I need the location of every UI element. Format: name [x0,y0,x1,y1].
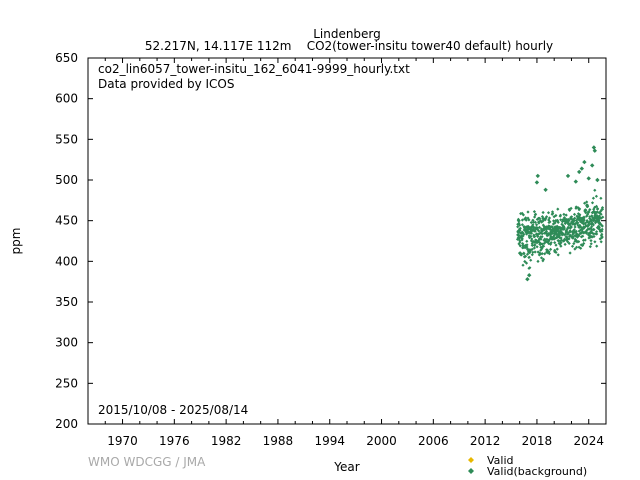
y-tick-label: 550 [55,132,78,146]
y-axis: 200 250 300 350 400 450 500 550 600 650 [55,51,606,431]
data-point [565,173,571,179]
data-point-cloud [515,188,605,270]
data-point [582,159,587,165]
data-point [573,179,578,184]
y-tick-label: 350 [55,295,78,309]
y-tick-label: 300 [55,336,78,350]
data-point [525,277,530,282]
y-tick-label: 250 [55,376,78,390]
annotation-provider: Data provided by ICOS [98,77,234,91]
x-tick-label: 1988 [263,434,294,448]
legend-marker-valid [468,457,474,463]
x-axis: 1970 1976 1982 1988 1994 2000 2006 2012 2018 2024 [104,58,607,448]
x-tick-label: 1982 [211,434,242,448]
data-point [586,176,591,181]
data-points [515,145,605,282]
data-point [592,148,597,153]
y-axis-label: ppm [9,228,23,255]
plot-frame [87,57,607,425]
y-tick-label: 200 [55,417,78,431]
chart-title: Lindenberg [313,27,381,41]
x-tick-label: 2006 [418,434,449,448]
y-tick-label: 400 [55,254,78,268]
legend: Valid Valid(background) [468,454,587,478]
legend-label-valid: Valid [487,454,514,467]
data-point [534,180,540,185]
x-axis-label: Year [333,460,359,474]
data-point [595,177,600,183]
data-point [543,187,548,192]
x-tick-label: 2012 [470,434,501,448]
x-tick-label: 1994 [314,434,345,448]
annotation-date-range: 2015/10/08 - 2025/08/14 [98,403,248,417]
x-tick-label: 2018 [522,434,553,448]
legend-label-background: Valid(background) [487,465,587,478]
y-tick-label: 600 [55,92,78,106]
chart-subtitle: 52.217N, 14.117E 112m CO2(tower-insitu t… [145,39,553,53]
watermark: WMO WDCGG / JMA [88,455,206,469]
data-point [591,145,597,150]
annotation-filename: co2_lin6057_tower-insitu_162_6041-9999_h… [98,62,410,76]
y-tick-label: 450 [55,214,78,228]
data-point [527,273,532,278]
data-point [590,163,595,168]
x-tick-label: 2024 [573,434,604,448]
y-tick-label: 500 [55,173,78,187]
data-point [577,169,582,175]
data-point [535,173,540,179]
x-tick-label: 2000 [366,434,397,448]
y-tick-label: 650 [55,51,78,65]
x-tick-label: 1976 [159,434,190,448]
data-point [579,166,584,171]
legend-marker-background [468,468,474,474]
x-tick-label: 1970 [107,434,138,448]
